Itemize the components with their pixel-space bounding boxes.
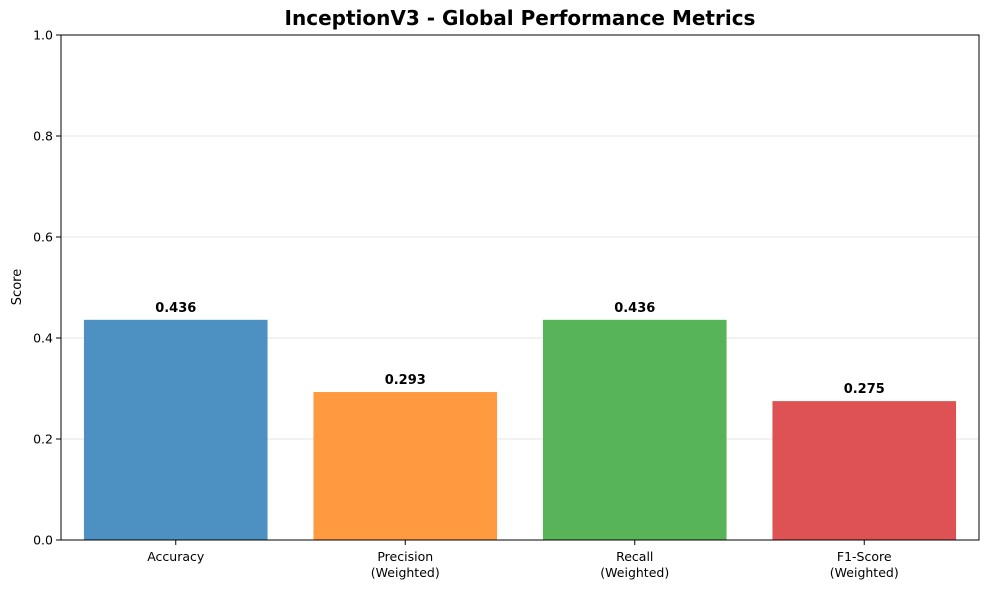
x-tick-label: Precision <box>377 549 433 564</box>
bar <box>542 319 727 540</box>
x-tick-label: Accuracy <box>147 549 205 564</box>
x-tick-label: (Weighted) <box>830 565 899 580</box>
bar-value-label: 0.293 <box>385 373 426 388</box>
y-tick-label: 0.4 <box>33 331 53 346</box>
y-axis-label: Score <box>10 269 25 305</box>
bars <box>83 319 957 540</box>
y-axis-ticks: 0.0 0.2 0.4 0.6 0.8 1.0 <box>33 28 61 548</box>
bar-value-label: 0.275 <box>844 382 885 397</box>
bar-value-label: 0.436 <box>155 301 196 316</box>
bar <box>313 392 498 540</box>
plot-frame <box>60 34 980 541</box>
bar <box>83 319 268 540</box>
y-tick-label: 0.6 <box>33 230 53 245</box>
x-axis-ticks: Accuracy Precision(Weighted)Recall(Weight… <box>147 540 899 580</box>
value-labels: 0.436 0.293 0.436 0.275 <box>155 301 885 397</box>
bar-value-label: 0.436 <box>614 301 655 316</box>
y-tick-label: 0.8 <box>33 129 53 144</box>
bar <box>772 401 957 540</box>
x-tick-label: Recall <box>616 549 653 564</box>
y-tick-label: 1.0 <box>33 28 53 43</box>
y-tick-label: 0.2 <box>33 432 53 447</box>
x-tick-label: (Weighted) <box>371 565 440 580</box>
chart-title: InceptionV3 - Global Performance Metrics <box>285 6 756 30</box>
x-tick-label: F1-Score <box>837 549 892 564</box>
y-tick-label: 0.0 <box>33 533 53 548</box>
x-tick-label: (Weighted) <box>600 565 669 580</box>
